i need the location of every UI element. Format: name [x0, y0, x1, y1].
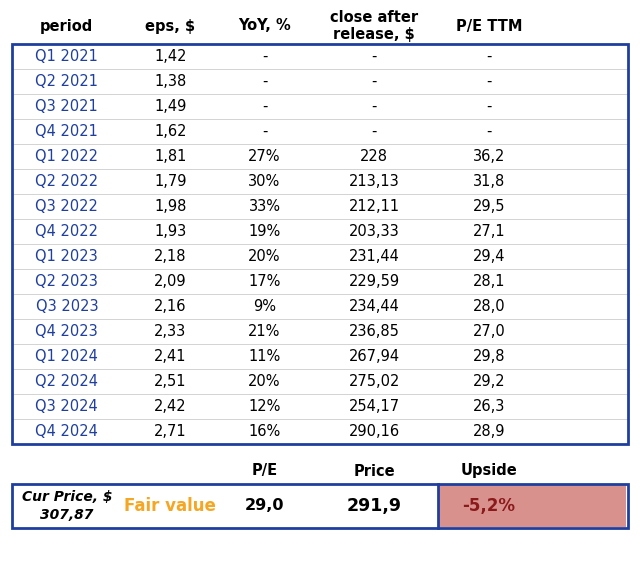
Text: 291,9: 291,9	[347, 497, 402, 515]
Text: -: -	[486, 124, 492, 139]
Text: Fair value: Fair value	[124, 497, 216, 515]
Bar	[12, 484, 628, 528]
Text: -: -	[486, 49, 492, 64]
Text: 2,09: 2,09	[154, 274, 187, 289]
Text: 26,3: 26,3	[473, 399, 505, 414]
Text: 17%: 17%	[248, 274, 281, 289]
Text: 20%: 20%	[248, 249, 281, 264]
Text: 1,62: 1,62	[154, 124, 187, 139]
Text: Q4 2022: Q4 2022	[35, 224, 99, 239]
Text: P/E: P/E	[252, 463, 278, 479]
Text: 12%: 12%	[248, 399, 281, 414]
Text: 29,0: 29,0	[245, 498, 284, 514]
Text: 36,2: 36,2	[473, 149, 505, 164]
Text: Q1 2021: Q1 2021	[35, 49, 99, 64]
Text: close after
release, $: close after release, $	[330, 10, 419, 42]
Text: -: -	[486, 74, 492, 89]
Text: 2,42: 2,42	[154, 399, 187, 414]
Text: 30%: 30%	[248, 174, 281, 189]
Text: 254,17: 254,17	[349, 399, 400, 414]
Text: 21%: 21%	[248, 324, 281, 339]
Text: Q1 2022: Q1 2022	[35, 149, 99, 164]
Text: 228: 228	[360, 149, 388, 164]
Text: Q3 2023: Q3 2023	[35, 299, 98, 314]
Text: Q3 2024: Q3 2024	[35, 399, 98, 414]
Text: -5,2%: -5,2%	[463, 497, 516, 515]
Text: Q2 2021: Q2 2021	[35, 74, 99, 89]
Text: -: -	[372, 99, 377, 114]
Text: 2,41: 2,41	[154, 349, 187, 364]
Text: -: -	[486, 99, 492, 114]
Text: 33%: 33%	[248, 199, 280, 214]
Text: 28,1: 28,1	[473, 274, 506, 289]
Text: 27,1: 27,1	[473, 224, 506, 239]
Text: 212,11: 212,11	[349, 199, 400, 214]
Text: Q2 2023: Q2 2023	[35, 274, 99, 289]
Text: 2,16: 2,16	[154, 299, 187, 314]
Text: 11%: 11%	[248, 349, 281, 364]
Text: -: -	[262, 124, 268, 139]
Text: 1,49: 1,49	[154, 99, 186, 114]
Text: 229,59: 229,59	[349, 274, 400, 289]
Text: -: -	[372, 124, 377, 139]
Text: Price: Price	[353, 463, 395, 479]
Text: 1,38: 1,38	[154, 74, 186, 89]
Text: 267,94: 267,94	[349, 349, 400, 364]
Text: 29,8: 29,8	[473, 349, 506, 364]
Text: Q1 2023: Q1 2023	[35, 249, 98, 264]
Text: period: period	[40, 19, 93, 33]
Text: 29,2: 29,2	[473, 374, 506, 389]
Text: eps, $: eps, $	[145, 19, 195, 33]
Text: 213,13: 213,13	[349, 174, 399, 189]
Text: Q3 2021: Q3 2021	[35, 99, 98, 114]
Text: Q2 2022: Q2 2022	[35, 174, 99, 189]
Text: YoY, %: YoY, %	[238, 19, 291, 33]
Text: Cur Price, $
307,87: Cur Price, $ 307,87	[22, 490, 112, 521]
Text: 29,4: 29,4	[473, 249, 506, 264]
Text: Q3 2022: Q3 2022	[35, 199, 99, 214]
Text: 31,8: 31,8	[473, 174, 505, 189]
Text: 275,02: 275,02	[349, 374, 400, 389]
Text: Q4 2024: Q4 2024	[35, 424, 99, 439]
Bar	[439, 485, 626, 527]
Text: 290,16: 290,16	[349, 424, 400, 439]
Text: Q4 2023: Q4 2023	[35, 324, 98, 339]
Text: -: -	[262, 99, 268, 114]
Text: 1,98: 1,98	[154, 199, 186, 214]
Text: 28,0: 28,0	[473, 299, 506, 314]
Text: -: -	[262, 74, 268, 89]
Text: Q2 2024: Q2 2024	[35, 374, 99, 389]
Text: 234,44: 234,44	[349, 299, 399, 314]
Text: 28,9: 28,9	[473, 424, 506, 439]
Text: P/E TTM: P/E TTM	[456, 19, 522, 33]
Text: 16%: 16%	[248, 424, 281, 439]
Text: 27,0: 27,0	[473, 324, 506, 339]
Text: 9%: 9%	[253, 299, 276, 314]
Text: 1,79: 1,79	[154, 174, 187, 189]
Text: 1,81: 1,81	[154, 149, 186, 164]
Text: 1,93: 1,93	[154, 224, 186, 239]
Text: -: -	[372, 49, 377, 64]
Text: 27%: 27%	[248, 149, 281, 164]
Text: 20%: 20%	[248, 374, 281, 389]
Text: 2,33: 2,33	[154, 324, 186, 339]
Text: Q4 2021: Q4 2021	[35, 124, 99, 139]
Text: -: -	[262, 49, 268, 64]
Text: 2,71: 2,71	[154, 424, 187, 439]
Text: Q1 2024: Q1 2024	[35, 349, 99, 364]
Text: 231,44: 231,44	[349, 249, 399, 264]
Text: 203,33: 203,33	[349, 224, 399, 239]
Text: 2,51: 2,51	[154, 374, 187, 389]
Text: 1,42: 1,42	[154, 49, 187, 64]
Text: 236,85: 236,85	[349, 324, 399, 339]
Bar	[12, 44, 628, 444]
Text: 29,5: 29,5	[473, 199, 506, 214]
Text: Upside: Upside	[461, 463, 518, 479]
Text: 19%: 19%	[248, 224, 281, 239]
Text: -: -	[372, 74, 377, 89]
Text: 2,18: 2,18	[154, 249, 187, 264]
